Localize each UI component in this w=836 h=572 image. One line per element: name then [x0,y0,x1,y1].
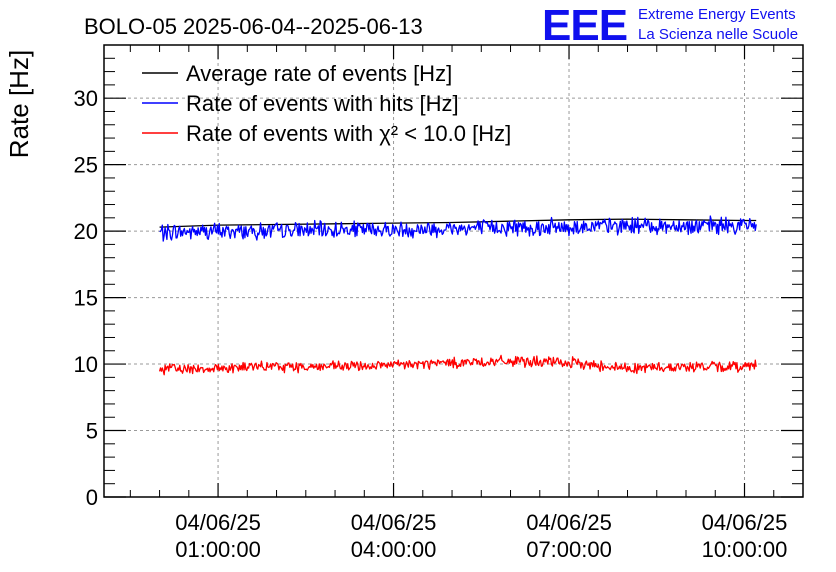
x-tick-time: 10:00:00 [702,537,788,562]
y-axis-label: Rate [Hz] [4,50,34,158]
logo-line2: La Scienza nelle Scuole [638,26,798,43]
x-tick-date: 04/06/25 [175,510,261,535]
y-tick-label: 30 [74,86,98,111]
axis-ticks: 05101520253004/06/2501:00:0004/06/2504:0… [74,44,804,562]
series-line-2 [158,354,757,376]
y-tick-label: 25 [74,153,98,178]
y-tick-label: 20 [74,219,98,244]
x-tick-time: 01:00:00 [175,537,261,562]
logo-mark: EEE [542,1,627,50]
legend-label-2: Rate of events with χ² < 10.0 [Hz] [186,121,511,146]
legend: Average rate of events [Hz] Rate of event… [142,61,511,146]
x-tick-time: 07:00:00 [526,537,612,562]
chart-title: BOLO-05 2025-06-04--2025-06-13 [84,14,423,39]
eee-logo: EEE Extreme Energy Events La Scienza nel… [542,1,798,50]
x-tick-date: 04/06/25 [526,510,612,535]
y-tick-label: 15 [74,286,98,311]
legend-label-1: Rate of events with hits [Hz] [186,91,459,116]
y-tick-label: 10 [74,352,98,377]
y-tick-label: 5 [86,419,98,444]
legend-label-0: Average rate of events [Hz] [186,61,452,86]
x-tick-date: 04/06/25 [702,510,788,535]
x-tick-date: 04/06/25 [351,510,437,535]
logo-line1: Extreme Energy Events [638,6,796,23]
series-group [158,215,757,376]
y-tick-label: 0 [86,485,98,510]
series-line-1 [159,215,757,242]
x-tick-time: 04:00:00 [351,537,437,562]
series-line-0 [159,218,757,228]
grid [104,45,803,497]
